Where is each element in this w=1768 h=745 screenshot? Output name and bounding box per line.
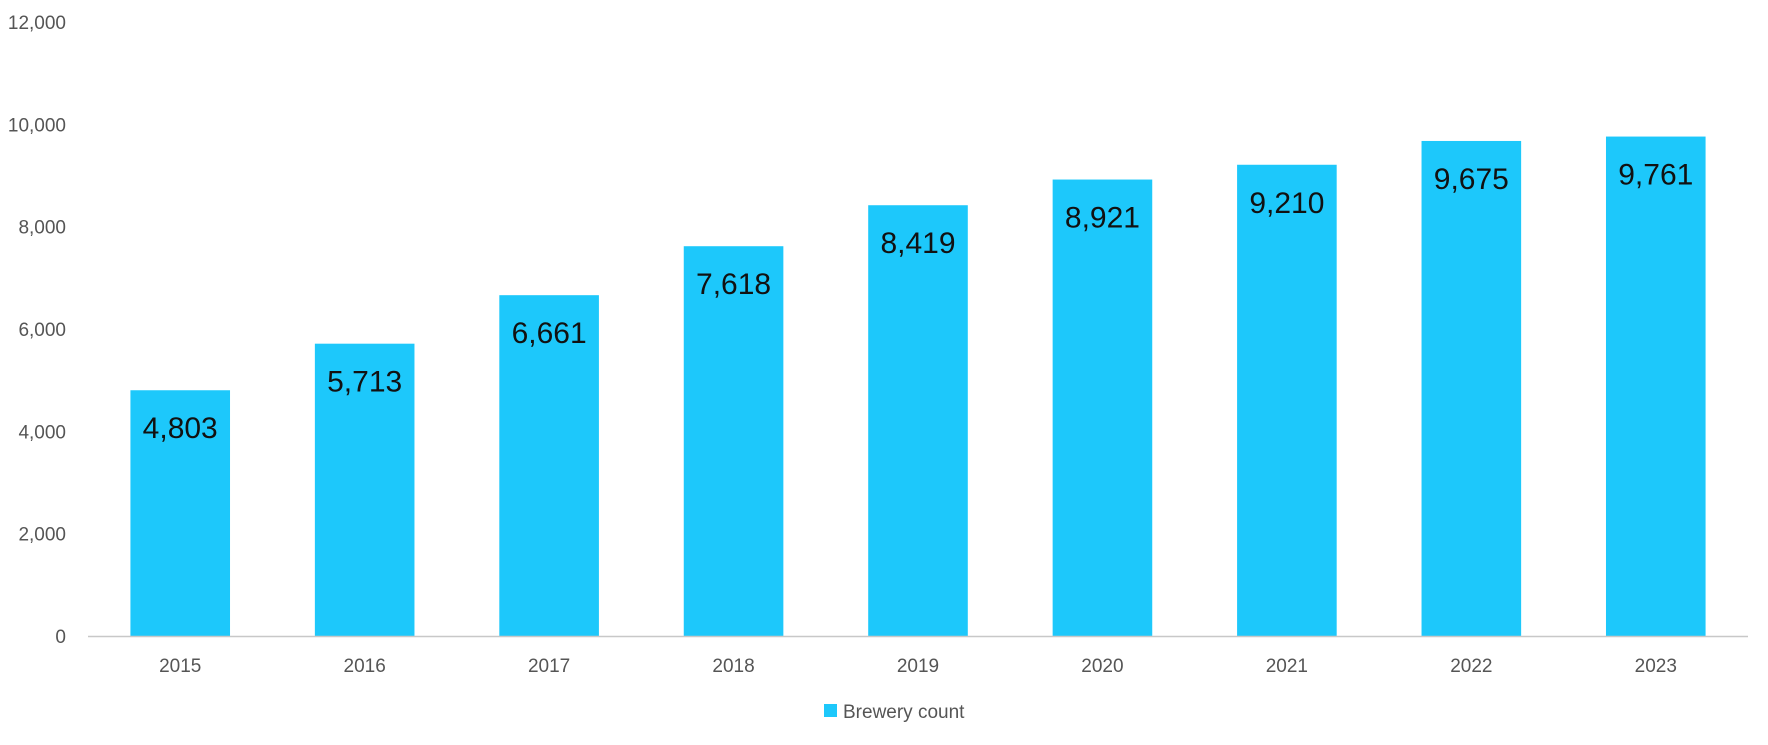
legend-label: Brewery count	[843, 702, 965, 723]
y-tick-label: 4,000	[18, 422, 66, 443]
legend-swatch	[824, 704, 837, 717]
y-tick-label: 0	[55, 627, 66, 648]
y-tick-label: 12,000	[8, 13, 66, 34]
data-label-2018: 7,618	[696, 268, 771, 301]
bar-2017	[499, 295, 599, 636]
bar-2019	[868, 205, 968, 636]
y-tick-label: 10,000	[8, 115, 66, 136]
data-label-2023: 9,761	[1618, 159, 1693, 192]
y-axis: 0 2,000 4,000 6,000 8,000 10,000 12,000	[8, 13, 66, 648]
data-label-2016: 5,713	[327, 366, 402, 399]
data-label-2019: 8,419	[880, 227, 955, 260]
x-tick-label-2016: 2016	[344, 656, 386, 677]
bar-2016	[314, 343, 415, 636]
x-tick-label-2022: 2022	[1450, 656, 1492, 677]
x-tick-label-2019: 2019	[897, 656, 939, 677]
data-label-2020: 8,921	[1065, 202, 1140, 235]
bar-2018	[683, 246, 784, 636]
legend: Brewery count	[824, 702, 965, 723]
x-tick-label-2023: 2023	[1635, 656, 1677, 677]
bars-group	[130, 136, 1706, 636]
x-axis: 2015 2016 2017 2018 2019 2020 2021 2022 2023	[159, 656, 1677, 677]
data-label-2022: 9,675	[1434, 163, 1509, 196]
x-tick-label-2017: 2017	[528, 656, 570, 677]
data-label-2015: 4,803	[143, 412, 218, 445]
bar-2023	[1605, 136, 1706, 636]
x-tick-label-2020: 2020	[1081, 656, 1123, 677]
bar-2020	[1052, 179, 1153, 636]
bar-2022	[1421, 140, 1522, 636]
x-tick-label-2015: 2015	[159, 656, 201, 677]
bar-2015	[130, 390, 231, 636]
y-tick-label: 2,000	[18, 525, 66, 546]
x-tick-label-2018: 2018	[712, 656, 754, 677]
y-tick-label: 8,000	[18, 218, 66, 239]
data-labels-group: 4,803 5,713 6,661 7,618 8,419 8,921 9,210 9,675…	[143, 159, 1694, 446]
data-label-2017: 6,661	[512, 317, 587, 350]
x-tick-label-2021: 2021	[1266, 656, 1308, 677]
data-label-2021: 9,210	[1249, 187, 1324, 220]
bar-2021	[1237, 164, 1337, 636]
y-tick-label: 6,000	[18, 320, 66, 341]
